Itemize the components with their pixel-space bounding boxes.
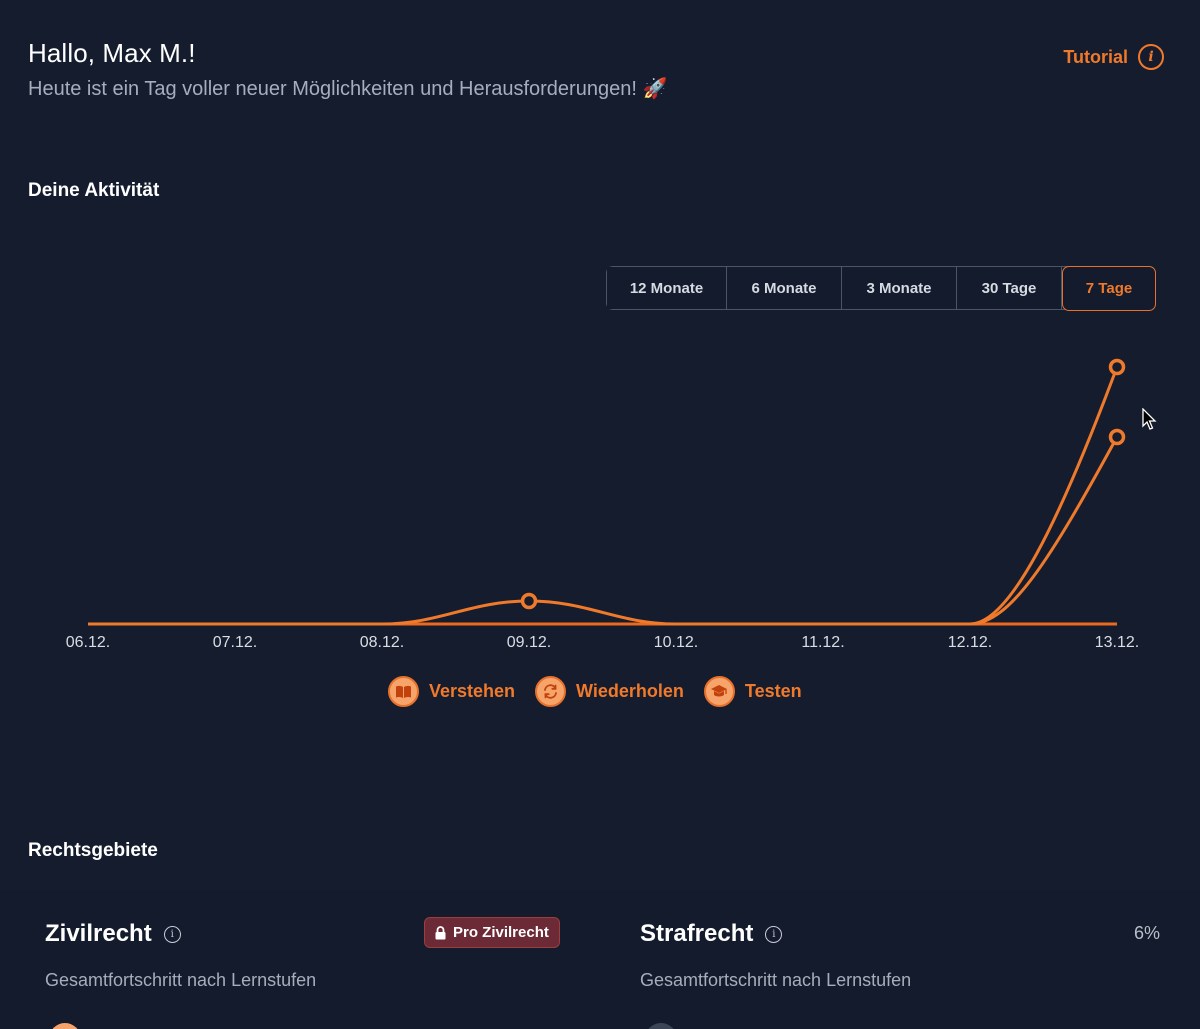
range-7-tage[interactable]: 7 Tage xyxy=(1062,265,1156,311)
area-title-row: Zivilrecht i xyxy=(45,920,181,948)
greeting-title: Hallo, Max M.! xyxy=(28,38,196,68)
legend-label: Wiederholen xyxy=(576,681,684,701)
x-axis-label: 06.12. xyxy=(65,634,111,651)
lock-icon xyxy=(435,925,446,939)
range-12-monate[interactable]: 12 Monate xyxy=(607,267,727,309)
legal-areas-title: Rechtsgebiete xyxy=(28,840,158,861)
data-point-0912 xyxy=(520,592,538,610)
x-axis-label: 08.12. xyxy=(359,634,405,651)
activity-section-title: Deine Aktivität xyxy=(28,180,160,201)
x-axis-label: 12.12. xyxy=(947,634,993,651)
area-name: Zivilrecht xyxy=(45,920,152,947)
tutorial-label: Tutorial xyxy=(1063,46,1128,67)
area-subtitle: Gesamtfortschritt nach Lernstufen xyxy=(640,970,912,990)
x-axis-label: 10.12. xyxy=(653,634,699,651)
tutorial-button[interactable]: Tutorial i xyxy=(1063,44,1164,70)
info-icon[interactable]: i xyxy=(163,925,181,943)
activity-line-chart xyxy=(88,358,1126,626)
legend-testen[interactable]: Testen xyxy=(703,676,802,707)
activity-panel xyxy=(0,232,1190,780)
legend-wiederholen[interactable]: Wiederholen xyxy=(535,676,684,707)
chart-legend: Verstehen Wiederholen Testen xyxy=(388,676,802,707)
series-testen-line xyxy=(969,436,1119,626)
legal-areas-panel: Zivilrecht i Pro Zivilrecht Gesamtfortsc… xyxy=(0,890,1200,1029)
x-axis-label: 13.12. xyxy=(1094,634,1140,651)
x-axis-label: 11.12. xyxy=(801,634,845,651)
legend-label: Verstehen xyxy=(429,681,516,701)
graduation-cap-icon xyxy=(703,676,735,707)
area-card-strafrecht[interactable]: Strafrecht i 6% Gesamtfortschritt nach L… xyxy=(600,890,1200,1029)
area-subtitle: Gesamtfortschritt nach Lernstufen xyxy=(45,970,317,990)
refresh-icon xyxy=(535,676,567,707)
badge-label: Pro Zivilrecht xyxy=(453,924,549,941)
info-icon[interactable]: i xyxy=(765,925,783,943)
pro-zivilrecht-badge[interactable]: Pro Zivilrecht xyxy=(424,917,560,948)
mouse-cursor-icon xyxy=(1142,408,1157,430)
range-30-tage[interactable]: 30 Tage xyxy=(957,267,1062,309)
info-circle-icon: i xyxy=(1138,44,1164,70)
data-point-1312-wiederholen xyxy=(1108,358,1126,376)
series-wiederholen-line xyxy=(88,366,1119,626)
area-card-zivilrecht[interactable]: Zivilrecht i Pro Zivilrecht Gesamtfortsc… xyxy=(0,890,600,1029)
legend-verstehen[interactable]: Verstehen xyxy=(388,676,515,707)
time-range-selector: 12 Monate 6 Monate 3 Monate 30 Tage 7 Ta… xyxy=(606,265,1156,311)
progress-percent: 6% xyxy=(1133,923,1160,943)
book-icon xyxy=(388,676,419,707)
greeting-subtitle: Heute ist ein Tag voller neuer Möglichke… xyxy=(28,78,668,100)
x-axis-label: 07.12. xyxy=(212,634,258,651)
range-6-monate[interactable]: 6 Monate xyxy=(727,267,842,309)
progress-indicator xyxy=(49,1023,81,1029)
legend-label: Testen xyxy=(744,681,802,701)
area-name: Strafrecht xyxy=(640,920,754,947)
data-point-1312-testen xyxy=(1108,428,1126,446)
progress-indicator xyxy=(645,1023,677,1029)
area-title-row: Strafrecht i xyxy=(640,920,783,948)
range-3-monate[interactable]: 3 Monate xyxy=(842,267,957,309)
x-axis-label: 09.12. xyxy=(506,634,552,651)
